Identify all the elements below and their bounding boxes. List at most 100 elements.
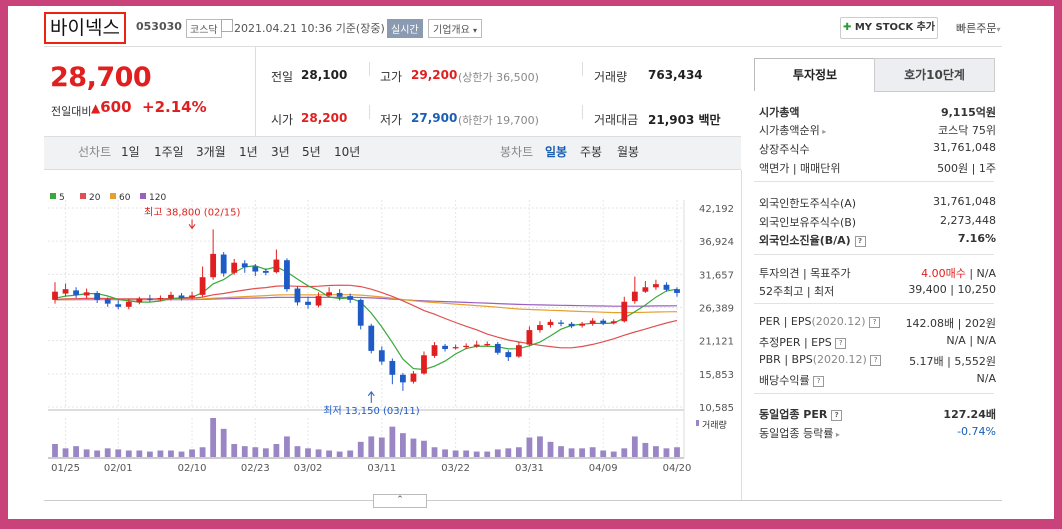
candle-body (273, 259, 280, 273)
candle-body (62, 289, 69, 294)
help-icon[interactable]: ? (831, 409, 843, 421)
mystock-add-button[interactable]: ✚ MY STOCK 추가 (840, 17, 938, 39)
ma-legend-label: 20 (89, 193, 101, 203)
candle-body (642, 287, 649, 292)
volume-bar (368, 436, 375, 457)
volume-bar (284, 436, 290, 457)
price-change: ▲600 (91, 98, 132, 116)
volume-bar (178, 451, 185, 457)
candle-body (526, 330, 533, 345)
y-tick-label: 26,389 (699, 303, 734, 314)
high-annotation: 최고 38,800 (02/15) (144, 206, 240, 218)
candle-body (136, 298, 143, 303)
volume-bar (199, 447, 206, 457)
help-icon[interactable]: ? (869, 316, 881, 328)
stock-code: 053030 (136, 20, 182, 33)
52w-label: 52주최고 | 최저 (759, 285, 835, 298)
divider (754, 393, 994, 394)
x-tick-label: 02/23 (241, 463, 270, 474)
candle-body (399, 374, 406, 383)
low-annotation: 최저 13,150 (03/11) (323, 405, 419, 417)
per-eps-label: PER | EPS(2020.12) ? (759, 315, 881, 328)
listed-shares-value: 31,761,048 (933, 141, 996, 154)
tab-invest-info[interactable]: 투자정보 (754, 58, 876, 91)
volume-bar (452, 450, 459, 457)
x-tick-label: 04/20 (663, 463, 692, 474)
expand-toggle-button[interactable]: ⌃ (373, 494, 427, 508)
candle-body (431, 345, 438, 356)
realtime-badge[interactable]: 실시간 (387, 19, 423, 38)
candle-body (473, 344, 480, 347)
industry-per-value: 127.24배 (943, 408, 996, 421)
candle-body (378, 350, 385, 362)
candle-body (357, 299, 364, 326)
chevron-down-icon: ▾ (996, 25, 1001, 34)
annotation-arrowhead (367, 391, 375, 397)
opinion-label: 투자의견 | 목표주가 (759, 267, 851, 280)
corp-info-dropdown[interactable]: 기업개요 ▾ (428, 19, 483, 38)
volume-bar (125, 450, 132, 457)
help-icon[interactable]: ? (854, 235, 866, 247)
market-cap-rank-label[interactable]: 시가총액순위 ▸ (759, 124, 827, 137)
market-badge: 코스닥 (186, 19, 222, 38)
help-icon[interactable]: ? (835, 337, 847, 349)
divider (754, 181, 994, 182)
candle-body (294, 288, 301, 303)
period-3y[interactable]: 3년 (271, 145, 290, 159)
x-tick-label: 03/31 (515, 463, 544, 474)
foreign-holding-value: 2,273,448 (940, 214, 996, 227)
divider (582, 62, 583, 76)
low-label: 저가 (380, 113, 403, 127)
stock-chart[interactable]: 5 20 60 120 42,192 36,924 31,657 26,389 21,121 15… (44, 170, 742, 500)
candle-body (315, 296, 322, 306)
candle-body (125, 301, 132, 307)
candle-body (547, 321, 554, 326)
par-value-label: 액면가 | 매매단위 (759, 162, 841, 175)
ma-legend-swatch (50, 193, 56, 199)
candle-body (262, 270, 269, 273)
period-weekly[interactable]: 주봉 (580, 145, 603, 159)
divider (369, 105, 370, 119)
period-5y[interactable]: 5년 (302, 145, 321, 159)
period-1y[interactable]: 1년 (239, 145, 258, 159)
period-1w[interactable]: 1주일 (154, 145, 184, 159)
industry-change-label[interactable]: 동일업종 등락률 ▸ (759, 427, 840, 440)
period-1d[interactable]: 1일 (121, 145, 140, 159)
volume-bar (537, 436, 543, 457)
tab-orderbook[interactable]: 호가10단계 (874, 58, 995, 92)
help-icon[interactable]: ? (813, 375, 825, 387)
plus-icon: ✚ (842, 22, 852, 33)
y-tick-label: 21,121 (699, 337, 734, 348)
x-tick-label: 02/01 (104, 463, 133, 474)
candle-body (452, 347, 459, 349)
pbr-bps-value: 5.17배 | 5,552원 (909, 355, 996, 368)
candle-body (52, 291, 58, 300)
candle-body (421, 355, 427, 374)
volume-bar (442, 449, 448, 457)
help-icon[interactable]: ? (870, 354, 882, 366)
x-tick-label: 03/22 (441, 463, 470, 474)
period-monthly[interactable]: 월봉 (617, 145, 640, 159)
volume-bar (558, 446, 564, 457)
candle-body (631, 291, 638, 302)
volume-bar (241, 446, 248, 457)
ma-legend-swatch (140, 193, 146, 199)
period-3m[interactable]: 3개월 (196, 145, 226, 159)
volume-bar (305, 448, 311, 457)
candle-chart-label: 봉차트 (500, 145, 534, 159)
est-per-eps-value: N/A | N/A (946, 334, 996, 347)
stock-name[interactable]: 바이넥스 (44, 12, 126, 44)
candle-body (305, 301, 311, 305)
candle-body (210, 253, 217, 278)
x-tick-label: 03/11 (367, 463, 396, 474)
annotation-arrowhead (188, 224, 196, 230)
period-daily[interactable]: 일봉 (545, 145, 568, 159)
quick-order-button[interactable]: 빠른주문▾ (956, 22, 1001, 35)
ma-legend-label: 60 (119, 193, 131, 203)
candle-body (653, 284, 659, 288)
candlestick-chart-svg[interactable]: 5 20 60 120 42,192 36,924 31,657 26,389 21,121 15… (44, 170, 742, 500)
x-tick-label: 03/02 (294, 463, 323, 474)
candle-body (389, 360, 396, 375)
period-10y[interactable]: 10년 (334, 145, 361, 159)
candle-body (621, 301, 628, 322)
